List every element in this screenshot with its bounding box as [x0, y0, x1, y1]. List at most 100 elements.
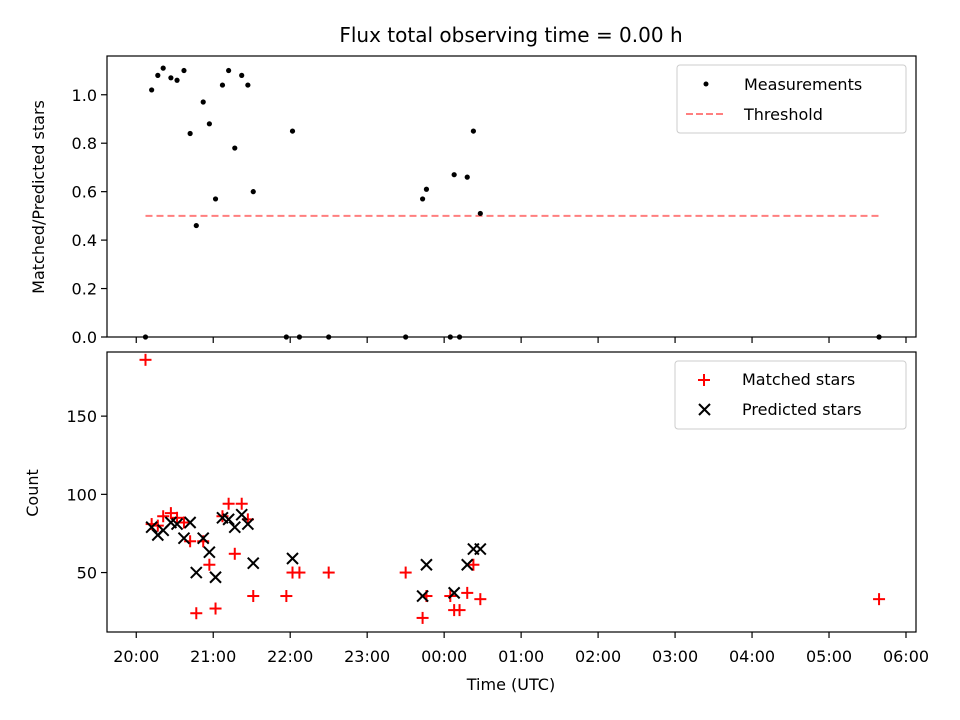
measurement-point	[296, 334, 303, 340]
predicted-star-marker	[170, 517, 184, 531]
predicted-star-marker	[241, 517, 255, 531]
matched-star-marker	[139, 353, 152, 366]
chart-title: Flux total observing time = 0.00 h	[339, 23, 682, 47]
measurement-point	[181, 67, 187, 74]
x-axis-label: Time (UTC)	[466, 675, 555, 694]
bottom-y-axis-label: Count	[23, 469, 42, 517]
legend-predicted-label: Predicted stars	[742, 400, 862, 419]
x-tick-label: 01:00	[498, 647, 544, 666]
predicted-star-marker	[420, 558, 433, 571]
measurement-point	[477, 210, 483, 217]
measurement-point	[419, 196, 426, 202]
y-tick-label: 0.4	[72, 231, 97, 250]
legend-measurements-label: Measurements	[744, 75, 862, 94]
x-tick-label: 03:00	[652, 647, 698, 666]
predicted-star-marker	[447, 586, 461, 600]
matched-star-marker	[164, 507, 177, 520]
measurement-point	[200, 99, 206, 105]
top-x-ticks	[135, 337, 907, 343]
predicted-star-marker	[416, 589, 429, 603]
matched-star-marker	[171, 511, 184, 524]
x-tick-label: 22:00	[267, 647, 313, 666]
matched-star-marker	[293, 566, 306, 579]
top-legend-box	[676, 64, 907, 134]
measurement-point	[250, 189, 256, 195]
matched-star-marker	[280, 590, 293, 603]
predicted-star-marker	[183, 516, 197, 529]
measurement-points	[142, 65, 882, 340]
top-legend: Measurements Threshold	[676, 64, 907, 134]
measurement-point	[470, 128, 476, 134]
bottom-legend-box	[674, 360, 907, 430]
predicted-star-marker	[197, 531, 210, 545]
measurement-point	[142, 334, 149, 340]
measurement-point	[403, 334, 409, 340]
measurement-point	[193, 222, 199, 229]
x-tick-label: 23:00	[344, 647, 390, 666]
y-tick-label: 150	[66, 407, 97, 426]
measurement-point	[464, 174, 470, 180]
measurement-point	[876, 334, 882, 340]
x-tick-label: 21:00	[190, 647, 236, 666]
predicted-star-marker	[203, 546, 216, 559]
matched-star-marker	[416, 611, 429, 624]
matched-star-marker	[247, 590, 260, 603]
matched-star-marker	[209, 602, 222, 615]
predicted-star-marker	[474, 542, 487, 556]
measurement-point	[245, 82, 251, 88]
predicted-star-marker	[461, 558, 474, 571]
matched-star-marker	[461, 586, 474, 599]
x-tick-label: 06:00	[883, 647, 929, 666]
predicted-star-marker	[145, 520, 158, 534]
y-tick-label: 1.0	[72, 86, 97, 105]
measurement-point	[283, 334, 289, 340]
legend-measurements-marker	[703, 81, 709, 87]
matched-star-marker	[222, 497, 235, 510]
measurement-point	[212, 196, 219, 202]
measurement-point	[423, 186, 430, 192]
measurement-point	[168, 75, 174, 81]
matched-star-marker	[203, 558, 216, 571]
measurement-point	[232, 145, 238, 151]
predicted-star-marker	[228, 520, 241, 534]
top-panel: Flux total observing time = 0.00 h 0.00.…	[29, 23, 917, 347]
measurement-point	[289, 128, 296, 134]
predicted-star-marker	[190, 566, 203, 579]
measurement-point	[456, 334, 463, 340]
measurement-point	[206, 121, 212, 127]
legend-predicted-marker	[698, 403, 711, 416]
matched-star-marker	[235, 497, 248, 510]
x-tick-label: 05:00	[806, 647, 852, 666]
predicted-star-marker	[177, 531, 191, 545]
matched-star-marker	[399, 566, 412, 579]
y-tick-label: 0.8	[72, 134, 97, 153]
measurement-point	[160, 65, 166, 71]
measurement-point	[326, 334, 332, 340]
bottom-y-ticks: 50 100 150	[66, 407, 107, 583]
predicted-stars-points	[145, 508, 487, 603]
predicted-star-marker	[209, 571, 222, 584]
top-y-axis-label: Matched/Predicted stars	[29, 100, 48, 294]
measurement-point	[187, 130, 193, 137]
matched-star-marker	[873, 593, 886, 606]
bottom-panel: 20:00 21:00 22:00 23:00 00:00 01:00 02:00 03:00…	[23, 351, 929, 694]
measurement-point	[219, 82, 226, 88]
legend-threshold-label: Threshold	[743, 105, 823, 124]
matched-star-marker	[474, 593, 487, 606]
legend-matched-label: Matched stars	[742, 370, 855, 389]
x-tick-label: 20:00	[113, 647, 159, 666]
legend-matched-marker	[698, 374, 710, 386]
matched-star-marker	[467, 558, 480, 571]
measurement-point	[226, 67, 232, 74]
x-tick-label: 02:00	[575, 647, 621, 666]
y-tick-label: 0.2	[72, 280, 97, 299]
measurement-point	[239, 72, 245, 78]
measurement-point	[451, 172, 457, 178]
y-tick-label: 100	[66, 485, 97, 504]
predicted-star-marker	[235, 508, 248, 521]
predicted-star-marker	[222, 513, 235, 526]
bottom-legend: Matched stars Predicted stars	[674, 360, 907, 430]
x-tick-label: 04:00	[729, 647, 775, 666]
matched-star-marker	[228, 547, 241, 560]
